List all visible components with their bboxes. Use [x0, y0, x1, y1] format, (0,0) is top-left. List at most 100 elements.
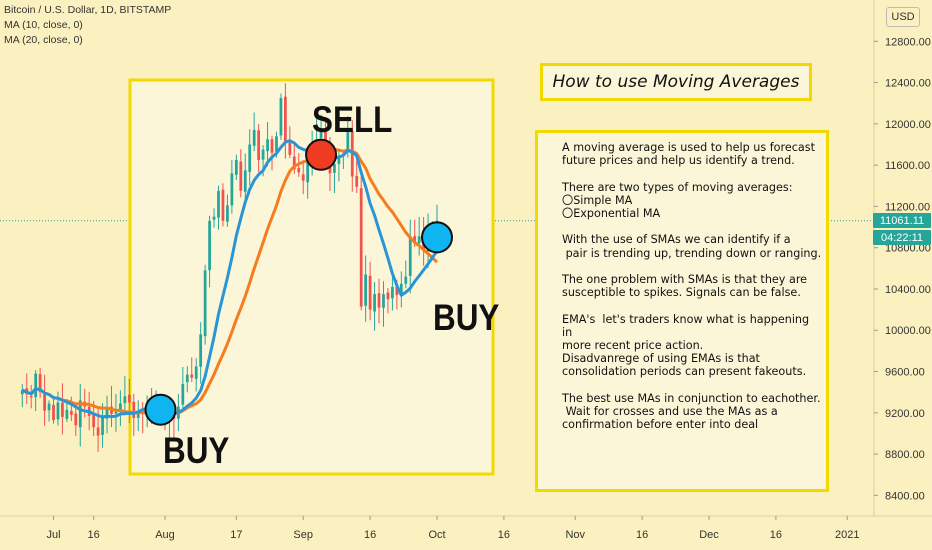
candle-up: [279, 98, 283, 136]
candle-down: [239, 161, 243, 191]
candle-down: [29, 396, 33, 398]
candle-up: [306, 159, 310, 183]
ma20-legend[interactable]: MA (20, close, 0): [4, 34, 83, 46]
info-line: The best use MAs in conjunction to eacho…: [562, 391, 821, 405]
info-paragraph: There are two types of moving averages: 〇…: [562, 181, 822, 221]
candle-down: [132, 401, 136, 418]
info-line: future prices and help us identify a tre…: [562, 154, 795, 168]
candle-down: [270, 139, 274, 153]
y-tick-label: 12800.00: [885, 36, 931, 48]
candle-up: [391, 286, 394, 299]
candle-down: [69, 411, 73, 415]
candle-up: [364, 274, 368, 306]
candle-up: [56, 402, 60, 420]
ma20-line: [21, 148, 439, 415]
moving-averages: [21, 139, 439, 419]
time-axis: Jul 16 Aug 17 Sep 16 Oct 16 Nov 16 Dec 16 2021: [0, 515, 932, 541]
y-tick-label: 8800.00: [885, 449, 925, 461]
candle-up: [234, 159, 238, 175]
y-tick-label: 11600.00: [885, 160, 930, 172]
candle-up: [20, 390, 24, 395]
candle-down: [413, 236, 417, 242]
info-line: The one problem with SMAs is that they a…: [562, 272, 808, 286]
y-tick-label: 12400.00: [885, 78, 931, 90]
x-tick-label: 2021: [835, 529, 859, 541]
candle-up: [243, 170, 247, 192]
candle-up: [34, 373, 38, 398]
candle-down: [355, 176, 359, 187]
candle-down: [386, 292, 390, 300]
countdown-tag: 04:22:11: [873, 230, 931, 246]
x-tick-label: Dec: [699, 529, 719, 541]
candle-up: [212, 216, 216, 220]
y-tick-label: 10800.00: [885, 243, 931, 255]
candle-up: [105, 407, 109, 419]
candle-down: [324, 131, 327, 144]
candle-up: [346, 132, 350, 152]
y-tick-label: 9200.00: [885, 408, 925, 420]
candle-down: [221, 189, 225, 221]
info-title-box: How to use Moving Averages: [540, 63, 812, 101]
info-text-box: A moving average is used to help us fore…: [535, 130, 829, 492]
x-tick-label: Oct: [428, 529, 445, 541]
candle-up: [404, 276, 408, 284]
candle-down: [92, 414, 96, 428]
candle-down: [288, 142, 292, 155]
candle-up: [252, 130, 256, 146]
info-line: Wait for crosses and use the MAs as a: [562, 404, 778, 418]
info-line: 〇Simple MA: [562, 193, 633, 207]
candle-up: [47, 403, 51, 411]
ma10-legend[interactable]: MA (10, close, 0): [4, 19, 83, 31]
candle-up: [208, 220, 211, 271]
y-tick-label: 10400.00: [885, 284, 931, 296]
candle-up: [266, 139, 269, 152]
plot-area[interactable]: [0, 78, 874, 476]
info-line: susceptible to spikes. Signals can be fa…: [562, 286, 801, 300]
y-tick-label: 12000.00: [885, 119, 931, 131]
candle-up: [261, 149, 265, 160]
candle-down: [377, 293, 381, 308]
candle-down: [359, 188, 363, 307]
candle-up: [185, 374, 189, 383]
info-paragraph: With the use of SMAs we can identify if …: [562, 233, 822, 259]
candle-up: [217, 190, 220, 218]
candle-down: [74, 413, 78, 426]
candle-up: [248, 144, 252, 172]
candle-up: [123, 396, 127, 404]
candle-down: [368, 275, 372, 310]
currency-button[interactable]: USD: [886, 7, 920, 27]
candle-up: [101, 417, 104, 435]
y-tick-label: 8400.00: [885, 490, 925, 502]
candle-up: [226, 205, 229, 222]
x-tick-label: 16: [636, 529, 648, 541]
candle-up: [203, 270, 207, 337]
candle-up: [333, 164, 336, 173]
info-line: pair is trending up, trending down or ra…: [562, 246, 822, 260]
candle-down: [257, 130, 261, 160]
symbol-title[interactable]: Bitcoin / U.S. Dollar, 1D, BITSTAMP: [4, 4, 172, 16]
candle-down: [43, 392, 46, 411]
candle-down: [52, 404, 55, 421]
buy-label-left: BUY: [163, 431, 229, 472]
candle-up: [373, 294, 376, 312]
info-paragraph: EMA's let's traders know what is happeni…: [562, 313, 822, 379]
signal-markers: [144, 138, 453, 426]
y-tick-label: 10000.00: [885, 325, 931, 337]
chart-legend: Bitcoin / U.S. Dollar, 1D, BITSTAMP MA (…: [4, 3, 171, 48]
info-line: There are two types of moving averages:: [562, 180, 793, 194]
candle-up: [194, 366, 198, 379]
ma10-line: [21, 139, 439, 419]
x-tick-label: 16: [770, 529, 782, 541]
candle-up: [408, 236, 412, 276]
buy-marker: [421, 221, 453, 254]
x-tick-label: 16: [498, 529, 510, 541]
candle-up: [114, 411, 118, 414]
candles: [20, 83, 439, 452]
candle-down: [38, 374, 42, 393]
info-line: 〇Exponential MA: [562, 207, 661, 220]
x-tick-label: 17: [230, 529, 242, 541]
candle-up: [230, 173, 234, 206]
info-line: confirmation before enter into deal: [562, 418, 759, 432]
last-price-tag: 11061.11: [873, 213, 931, 229]
